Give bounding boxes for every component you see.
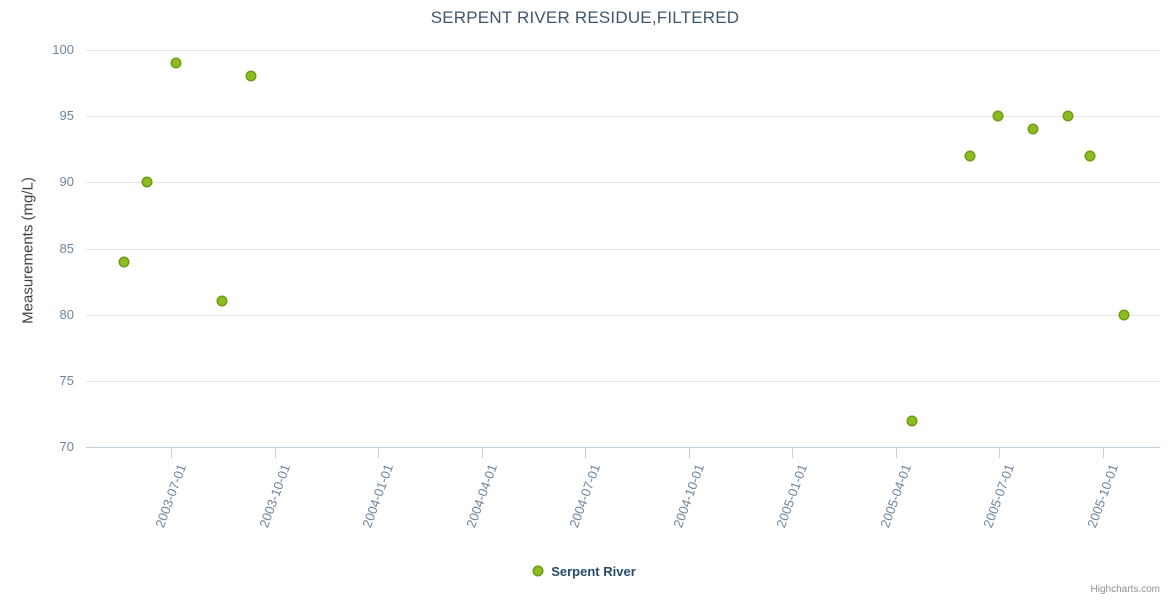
x-axis-tick-label: 2005-10-01	[1083, 462, 1121, 530]
scatter-point[interactable]	[1028, 125, 1037, 134]
x-axis-tick	[1102, 448, 1104, 458]
credits-label: Highcharts.com	[1090, 584, 1160, 595]
x-axis-tick-label: 2004-01-01	[359, 462, 397, 530]
x-axis-tick	[378, 448, 379, 458]
x-axis-tick	[688, 448, 690, 458]
y-axis-tick-label: 90	[59, 174, 74, 190]
y-axis-tick-labels: 70 75 80 85 90 95 100	[0, 42, 1170, 454]
y-axis-tick-label: 75	[59, 372, 74, 388]
x-axis-tick-label: 2005-04-01	[876, 462, 914, 530]
x-axis-tick-label: 2004-07-01	[566, 462, 604, 530]
x-axis-tick	[171, 448, 172, 458]
scatter-point[interactable]	[908, 416, 917, 425]
y-axis-tick-label: 80	[59, 306, 74, 322]
x-axis-tick	[895, 448, 897, 458]
x-axis-tick	[481, 448, 483, 458]
plot-area	[86, 50, 1160, 448]
legend-circle-marker-icon	[534, 566, 543, 575]
scatter-point[interactable]	[119, 257, 128, 266]
gridline	[86, 380, 1160, 382]
scatter-point[interactable]	[1086, 151, 1095, 160]
scatter-point[interactable]	[965, 151, 974, 160]
scatter-point[interactable]	[1119, 310, 1128, 319]
chart-title: SERPENT RIVER RESIDUE,FILTERED	[430, 8, 740, 27]
y-axis-tick-label: 100	[52, 42, 74, 57]
scatter-point[interactable]	[993, 112, 1002, 121]
x-axis-tick	[999, 448, 1000, 458]
x-axis-tick	[274, 448, 276, 458]
scatter-point[interactable]	[217, 297, 226, 306]
x-axis-tick	[585, 448, 586, 458]
x-axis-tick-label: 2005-01-01	[773, 462, 811, 530]
gridline	[86, 116, 1160, 118]
x-axis-tick-label: 2004-10-01	[669, 462, 707, 530]
x-axis-tick-label: 2003-10-01	[255, 462, 293, 530]
chart-legend: Serpent River	[0, 563, 1170, 579]
y-axis-tick-label: 95	[59, 108, 74, 124]
gridline	[86, 314, 1160, 316]
x-axis-line	[86, 447, 1160, 448]
scatter-point[interactable]	[171, 59, 180, 68]
y-axis-tick-label: 70	[59, 439, 74, 454]
x-axis-tick-label: 2003-07-01	[152, 462, 190, 530]
gridline	[86, 248, 1160, 250]
gridline	[86, 182, 1160, 184]
legend-label: Serpent River	[551, 564, 636, 580]
scatter-point[interactable]	[246, 72, 255, 81]
x-axis-tick-label: 2004-04-01	[462, 462, 500, 530]
x-axis-tick	[792, 448, 793, 458]
scatter-point[interactable]	[143, 178, 152, 187]
gridline	[86, 50, 1160, 51]
scatter-point[interactable]	[1063, 112, 1072, 121]
y-axis-tick-label: 85	[59, 240, 74, 256]
legend-item[interactable]: Serpent River	[534, 563, 636, 579]
x-axis-tick-label: 2005-07-01	[980, 462, 1018, 530]
